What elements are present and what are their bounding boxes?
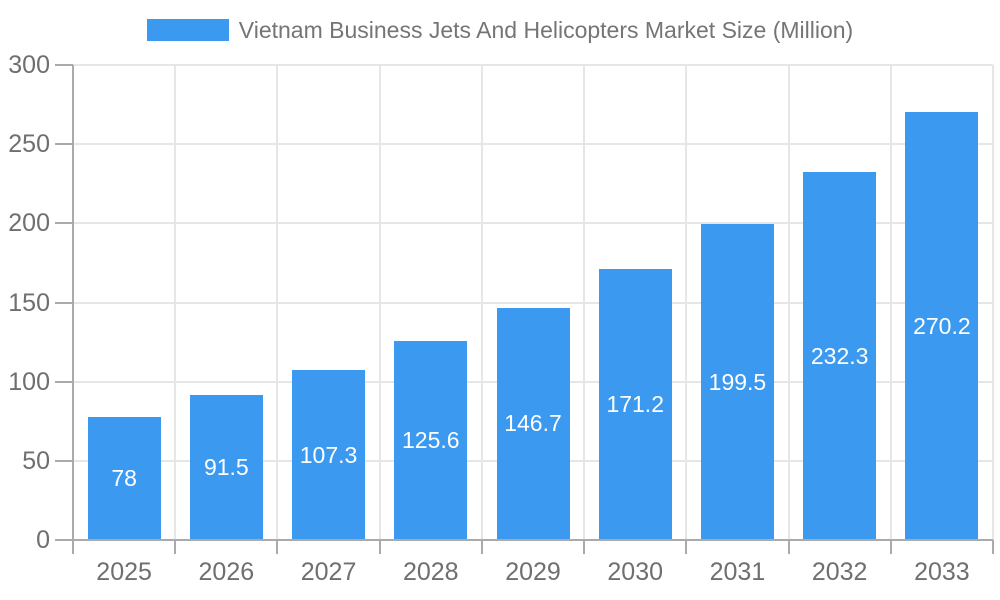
bar: 91.5 — [189, 395, 263, 540]
y-tick — [55, 459, 73, 462]
x-axis-label: 2030 — [607, 558, 664, 586]
gridline-h — [73, 143, 993, 146]
bar-value-label: 199.5 — [708, 368, 767, 395]
y-tick — [55, 143, 73, 146]
bar: 78 — [87, 416, 161, 540]
legend-label: Vietnam Business Jets And Helicopters Ma… — [238, 17, 854, 43]
gridline-v — [480, 65, 483, 540]
bar: 125.6 — [394, 341, 468, 540]
bar-value-label: 171.2 — [606, 390, 664, 417]
y-tick — [55, 301, 73, 304]
gridline-v — [174, 65, 177, 540]
gridline-h — [73, 301, 993, 304]
x-axis-label: 2029 — [505, 558, 561, 586]
bar: 171.2 — [598, 268, 672, 540]
x-axis-label: 2031 — [709, 558, 766, 586]
gridline-v — [992, 65, 994, 540]
bar: 146.7 — [496, 307, 570, 540]
y-tick — [55, 380, 73, 383]
x-axis-label: 2032 — [811, 558, 868, 586]
x-tick — [378, 540, 381, 554]
gridline-v — [276, 65, 279, 540]
bar-value-label: 146.7 — [504, 410, 562, 437]
y-axis-label: 300 — [8, 51, 50, 79]
x-tick — [787, 540, 790, 554]
gridline-v — [787, 65, 790, 540]
x-tick — [685, 540, 688, 554]
y-axis-label: 200 — [8, 209, 50, 238]
gridline-v — [378, 65, 381, 540]
x-tick — [480, 540, 483, 554]
legend[interactable]: Vietnam Business Jets And Helicopters Ma… — [0, 16, 1000, 44]
bar-value-label: 107.3 — [299, 441, 358, 468]
gridline-v — [583, 65, 586, 540]
x-tick — [583, 540, 586, 554]
bar-value-label: 125.6 — [401, 427, 460, 454]
y-axis-line — [72, 65, 74, 554]
x-tick — [992, 540, 994, 554]
bar: 199.5 — [700, 224, 774, 540]
bar-value-label: 91.5 — [203, 454, 249, 481]
x-axis-label: 2025 — [96, 558, 152, 586]
bar: 107.3 — [292, 370, 366, 540]
legend-swatch-icon — [146, 19, 229, 41]
y-axis-label: 250 — [8, 130, 50, 159]
bar-value-label: 232.3 — [810, 342, 869, 369]
x-axis-label: 2028 — [402, 558, 459, 586]
x-tick — [276, 540, 279, 554]
bar-value-label: 270.2 — [913, 312, 971, 339]
y-axis-label: 50 — [22, 446, 50, 475]
y-tick — [55, 222, 73, 225]
bar: 232.3 — [803, 172, 877, 540]
x-tick — [174, 540, 177, 554]
x-axis-label: 2033 — [914, 558, 970, 586]
y-axis-label: 0 — [36, 526, 50, 554]
x-tick — [889, 540, 892, 554]
bar: 270.2 — [905, 112, 979, 540]
y-axis-label: 100 — [8, 367, 50, 396]
gridline-h — [73, 64, 993, 66]
y-tick — [55, 64, 73, 66]
x-axis-line — [55, 539, 993, 541]
x-axis-label: 2026 — [198, 558, 255, 586]
gridline-h — [73, 222, 993, 225]
gridline-v — [685, 65, 688, 540]
bar-value-label: 78 — [111, 464, 137, 491]
gridline-v — [889, 65, 892, 540]
y-axis-label: 150 — [8, 288, 50, 317]
x-axis-label: 2027 — [300, 558, 357, 586]
x-tick — [72, 540, 74, 554]
